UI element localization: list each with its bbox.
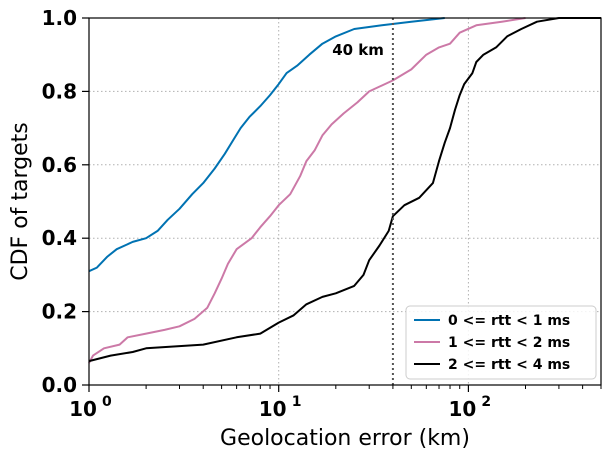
y-tick-label: 1.0 (42, 6, 77, 30)
legend-box (405, 305, 597, 380)
legend-label-2: 1 <= rtt < 2 ms (448, 335, 570, 351)
x-tick-label: 10 (448, 397, 476, 421)
y-tick-label: 0.8 (42, 79, 77, 103)
y-axis-label: CDF of targets (8, 122, 33, 281)
y-tick-label: 0.2 (42, 300, 77, 324)
y-tick-label: 0.0 (42, 373, 77, 397)
tick-labels: 10 0 10 1 10 2 0.0 0.2 0.4 0.6 0.8 1.0 (42, 6, 492, 421)
series-line-1 (88, 17, 445, 273)
axis-ticks (82, 17, 602, 392)
plot-frame (88, 17, 602, 386)
x-tick-exponent: 2 (481, 394, 491, 410)
x-tick-exponent: 1 (292, 394, 302, 410)
annotation-40km: 40 km (332, 41, 384, 59)
series-line-2 (88, 17, 526, 364)
x-tick-exponent: 0 (102, 394, 112, 410)
legend: 0 <= rtt < 1 ms 1 <= rtt < 2 ms 2 <= rtt <… (405, 305, 597, 380)
y-tick-label: 0.6 (42, 153, 77, 177)
legend-label-3: 2 <= rtt < 4 ms (448, 357, 570, 373)
series-lines (88, 17, 601, 364)
x-tick-label: 10 (259, 397, 287, 421)
x-axis-label: Geolocation error (km) (220, 426, 470, 451)
series-line-3 (88, 17, 601, 363)
y-tick-label: 0.4 (42, 226, 77, 250)
x-tick-label: 10 (69, 397, 97, 421)
legend-label-1: 0 <= rtt < 1 ms (448, 313, 570, 329)
